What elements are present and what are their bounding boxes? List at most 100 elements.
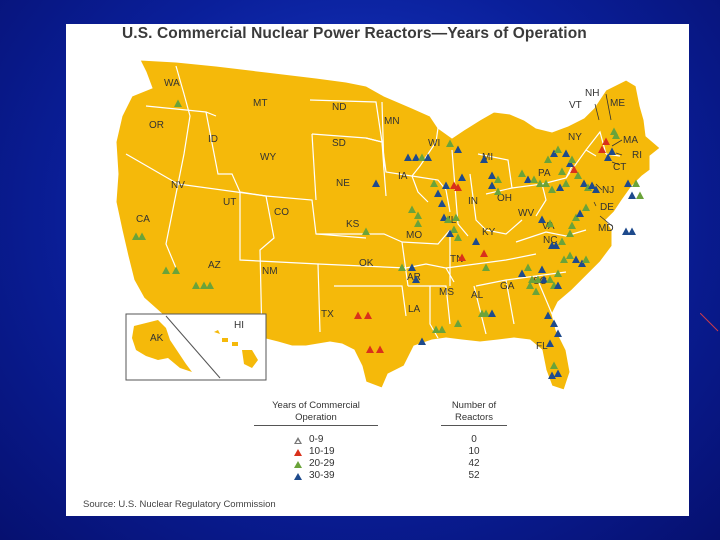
reactor-10-19-icon xyxy=(458,253,466,261)
reactor-30-39-icon xyxy=(438,199,446,207)
state-label-ia: IA xyxy=(398,171,408,182)
reactor-30-39-icon xyxy=(566,159,574,167)
state-label-ky: KY xyxy=(482,227,496,238)
reactor-30-39-icon xyxy=(622,227,630,235)
state-label-vt: VT xyxy=(569,100,582,111)
reactor-30-39-icon xyxy=(588,181,596,189)
reactor-30-39-icon xyxy=(458,173,466,181)
reactor-30-39-icon xyxy=(488,309,496,317)
reactor-30-39-icon xyxy=(538,265,546,273)
reactor-20-29-icon xyxy=(200,281,208,289)
state-label-id: ID xyxy=(208,134,218,145)
reactor-30-39-icon xyxy=(454,145,462,153)
state-label-nm: NM xyxy=(262,266,278,277)
reactor-30-39-icon xyxy=(576,209,584,217)
state-label-wi: WI xyxy=(428,138,440,149)
reactor-30-39-icon xyxy=(628,191,636,199)
legend-count: 10 xyxy=(468,446,480,457)
reactor-30-39-icon xyxy=(604,153,612,161)
hawaii-shape xyxy=(214,330,258,368)
state-label-nd: ND xyxy=(332,102,346,113)
reactor-20-29-icon xyxy=(414,219,422,227)
reactor-30-39-icon xyxy=(418,337,426,345)
state-label-oh: OH xyxy=(497,193,512,204)
reactor-20-29-icon xyxy=(636,191,644,199)
state-label-pa: PA xyxy=(538,168,551,179)
state-label-in: IN xyxy=(468,196,478,207)
state-label-ok: OK xyxy=(359,258,374,269)
reactor-30-39-icon xyxy=(440,213,448,221)
state-label-nh: NH xyxy=(585,88,599,99)
pointer-line xyxy=(700,313,719,332)
reactor-20-29-icon xyxy=(534,275,542,283)
ak-hi-inset xyxy=(125,313,267,381)
reactor-30-39-icon xyxy=(538,215,546,223)
reactor-20-29-icon xyxy=(546,219,554,227)
legend-label: 30-39 xyxy=(309,470,335,481)
red-triangle-icon xyxy=(294,449,302,456)
reactor-20-29-icon xyxy=(450,225,458,233)
state-label-nc: NC xyxy=(543,235,557,246)
blue-triangle-icon xyxy=(294,473,302,480)
state-label-me: ME xyxy=(610,98,625,109)
reactor-20-29-icon xyxy=(132,232,140,240)
state-label-fl: FL xyxy=(536,341,548,352)
map-title: U.S. Commercial Nuclear Power Reactors—Y… xyxy=(122,25,587,42)
reactor-20-29-icon xyxy=(494,187,502,195)
state-label-wa: WA xyxy=(164,78,180,89)
state-label-mo: MO xyxy=(406,230,422,241)
reactor-30-39-icon xyxy=(548,371,556,379)
reactor-20-29-icon xyxy=(612,131,620,139)
reactor-20-29-icon xyxy=(518,169,526,177)
state-label-az: AZ xyxy=(208,260,221,271)
reactor-30-39-icon xyxy=(434,189,442,197)
legend-label: 20-29 xyxy=(309,458,335,469)
reactor-20-29-icon xyxy=(584,183,592,191)
state-label-ut: UT xyxy=(223,197,236,208)
reactor-10-19-icon xyxy=(602,137,610,145)
reactor-30-39-icon xyxy=(424,153,432,161)
state-label-sd: SD xyxy=(332,138,346,149)
reactor-20-29-icon xyxy=(566,251,574,259)
reactor-20-29-icon xyxy=(432,325,440,333)
reactor-10-19-icon xyxy=(376,345,384,353)
reactor-20-29-icon xyxy=(138,232,146,240)
reactor-20-29-icon xyxy=(554,145,562,153)
reactor-20-29-icon xyxy=(172,266,180,274)
reactor-30-39-icon xyxy=(552,241,560,249)
reactor-20-29-icon xyxy=(494,175,502,183)
reactor-20-29-icon xyxy=(482,263,490,271)
reactor-30-39-icon xyxy=(488,181,496,189)
hollow-triangle-icon xyxy=(294,437,302,444)
reactor-20-29-icon xyxy=(454,319,462,327)
legend-count: 52 xyxy=(468,470,480,481)
reactor-20-29-icon xyxy=(544,155,552,163)
reactor-20-29-icon xyxy=(632,179,640,187)
reactor-10-19-icon xyxy=(450,181,458,189)
reactor-10-19-icon xyxy=(598,145,606,153)
reactor-30-39-icon xyxy=(518,269,526,277)
reactor-20-29-icon xyxy=(438,325,446,333)
state-label-ak: AK xyxy=(150,333,164,344)
state-label-mi: MI xyxy=(482,152,493,163)
reactor-20-29-icon xyxy=(554,269,562,277)
reactor-20-29-icon xyxy=(568,221,576,229)
reactor-20-29-icon xyxy=(558,237,566,245)
state-borders xyxy=(125,65,621,339)
reactor-30-39-icon xyxy=(412,275,420,283)
reactor-30-39-icon xyxy=(550,319,558,327)
state-label-ct: CT xyxy=(613,162,626,173)
reactor-10-19-icon xyxy=(354,311,362,319)
state-label-ar: AR xyxy=(407,272,421,283)
reactor-10-19-icon xyxy=(366,345,374,353)
reactor-20-29-icon xyxy=(548,185,556,193)
state-label-md: MD xyxy=(598,223,614,234)
reactor-20-29-icon xyxy=(362,227,370,235)
state-label-or: OR xyxy=(149,120,164,131)
state-label-hi: HI xyxy=(234,320,244,331)
reactor-20-29-icon xyxy=(174,99,182,107)
legend-label: 10-19 xyxy=(309,446,335,457)
reactor-30-39-icon xyxy=(562,149,570,157)
reactor-20-29-icon xyxy=(550,361,558,369)
reactor-30-39-icon xyxy=(592,185,600,193)
